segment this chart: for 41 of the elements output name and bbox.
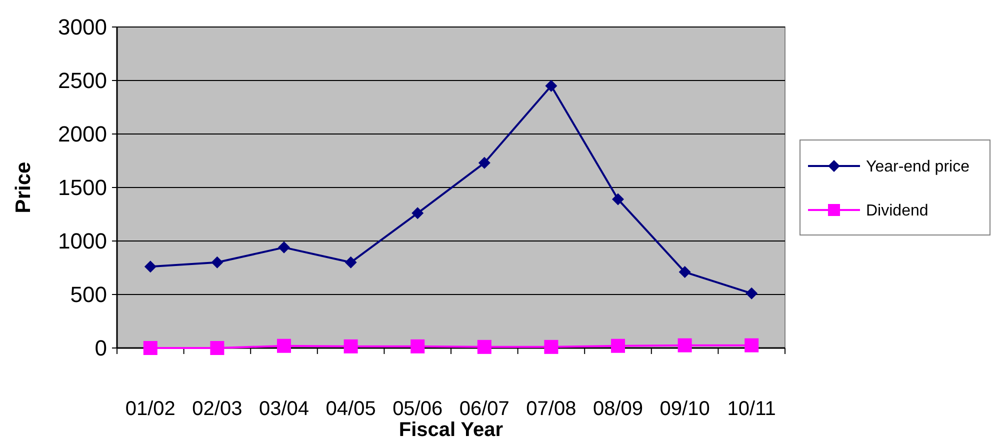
x-axis-title: Fiscal Year xyxy=(398,419,504,441)
point xyxy=(344,256,357,268)
x-tick-label: 04/05 xyxy=(326,398,376,420)
point xyxy=(144,260,156,273)
point xyxy=(744,338,759,352)
y-tick-label: 3000 xyxy=(58,14,107,40)
point xyxy=(612,193,624,206)
x-tick-label: 10/11 xyxy=(727,398,776,420)
y-tick-label: 0 xyxy=(94,336,107,361)
point xyxy=(544,340,558,354)
y-axis-title: Price xyxy=(12,162,35,214)
point xyxy=(410,339,425,354)
point xyxy=(477,340,492,354)
point xyxy=(678,266,691,278)
y-tick-label: 2000 xyxy=(58,122,107,147)
x-tick-label: 07/08 xyxy=(526,398,576,420)
point xyxy=(746,287,758,300)
x-tick-label: 06/07 xyxy=(459,398,510,420)
x-tick-label: 08/09 xyxy=(592,398,644,420)
x-tick-label: 02/03 xyxy=(192,398,242,420)
x-tick-label: 09/10 xyxy=(660,398,710,420)
point xyxy=(611,338,625,353)
point xyxy=(412,207,424,220)
y-tick-label: 1500 xyxy=(58,175,107,200)
x-tick-label: 05/06 xyxy=(392,398,443,420)
point xyxy=(478,156,490,169)
legend-label: Dividend xyxy=(866,202,928,220)
y-tick-label: 500 xyxy=(70,282,107,308)
y-tick-label: 1000 xyxy=(58,228,107,254)
point xyxy=(678,338,692,352)
point xyxy=(277,338,291,353)
point xyxy=(143,341,158,355)
point xyxy=(210,341,224,355)
point xyxy=(344,339,358,354)
point xyxy=(545,80,558,92)
x-tick-label: 01/02 xyxy=(125,398,176,420)
x-tick-label: 03/04 xyxy=(258,398,310,420)
point xyxy=(211,256,224,268)
legend-label: Year-end price xyxy=(866,158,970,176)
y-tick-label: 2500 xyxy=(58,68,107,94)
point xyxy=(278,241,290,254)
